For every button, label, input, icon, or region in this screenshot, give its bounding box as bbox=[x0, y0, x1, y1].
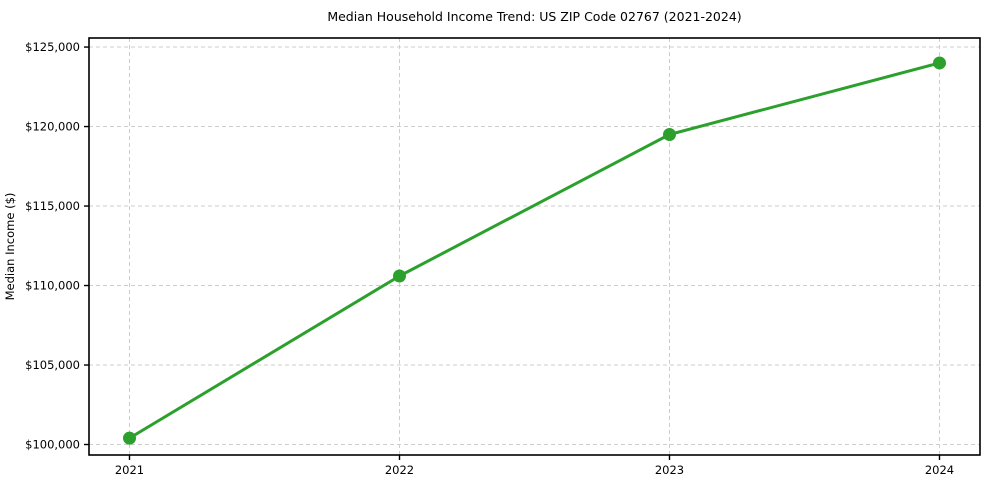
data-point-marker bbox=[123, 431, 136, 445]
plot-border bbox=[88, 37, 981, 456]
data-point-marker bbox=[393, 269, 406, 283]
axes-layer: $100,000 $105,000 $110,000 $115,000 $120,000… bbox=[25, 37, 981, 477]
y-tick-label: $120,000 bbox=[25, 120, 80, 134]
series-layer bbox=[123, 56, 946, 445]
y-tick-label: $105,000 bbox=[25, 358, 80, 372]
trend-line bbox=[128, 61, 941, 440]
y-tick-label: $110,000 bbox=[25, 279, 80, 293]
x-tick-label: 2021 bbox=[115, 463, 144, 477]
y-tick-label: $115,000 bbox=[25, 199, 80, 213]
data-point-marker bbox=[933, 56, 946, 70]
y-axis-label: Median Income ($) bbox=[3, 193, 17, 301]
x-tick-label: 2023 bbox=[655, 463, 684, 477]
x-tick-label: 2022 bbox=[385, 463, 414, 477]
x-tick-label: 2024 bbox=[925, 463, 954, 477]
chart-title: Median Household Income Trend: US ZIP Co… bbox=[327, 9, 742, 24]
data-point-marker bbox=[663, 127, 676, 141]
y-tick-label: $125,000 bbox=[25, 40, 80, 54]
grid-layer bbox=[89, 38, 980, 455]
y-tick-label: $100,000 bbox=[25, 438, 80, 452]
